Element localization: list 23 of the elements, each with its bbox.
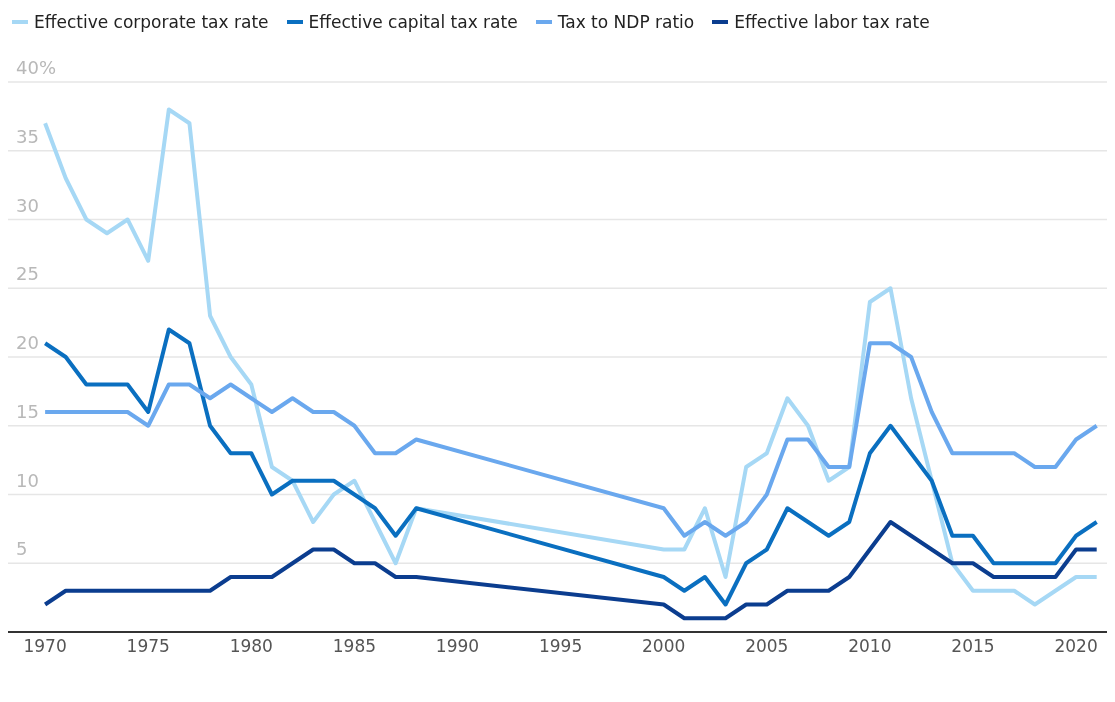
y-tick-label: 15 <box>16 400 39 422</box>
x-tick-label: 1990 <box>435 636 480 657</box>
x-tick-label: 2020 <box>1054 636 1098 657</box>
x-tick-label: 1970 <box>23 636 67 657</box>
legend-label: Effective labor tax rate <box>734 12 930 32</box>
x-tick-label: 1995 <box>538 636 583 657</box>
y-tick-label: 35 <box>16 125 39 147</box>
x-tick-label: 1985 <box>332 636 377 657</box>
y-tick-label: 30 <box>16 194 39 216</box>
x-tick-label: 1975 <box>126 636 170 657</box>
y-tick-label: 20 <box>16 332 39 353</box>
x-tick-label: 1980 <box>229 636 273 657</box>
y-tick-label: 10 <box>16 469 39 491</box>
y-tick-label: 5 <box>16 538 28 560</box>
legend-label: Effective capital tax rate <box>308 12 518 32</box>
y-tick-label: 40% <box>16 57 57 78</box>
x-tick-label: 2000 <box>642 636 686 657</box>
x-tick-label: 2005 <box>745 636 789 657</box>
x-tick-label: 2010 <box>848 636 892 657</box>
y-tick-label: 25 <box>16 263 39 285</box>
legend-label: Tax to NDP ratio <box>557 12 695 32</box>
x-tick-label: 2015 <box>951 636 995 657</box>
legend-label: Effective corporate tax rate <box>34 12 269 32</box>
